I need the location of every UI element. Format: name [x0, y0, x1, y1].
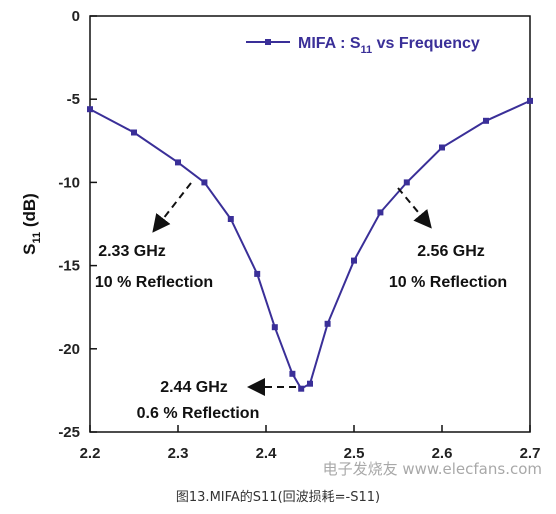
- data-point: [351, 257, 357, 264]
- y-tick-label: -10: [58, 174, 80, 191]
- data-point: [175, 159, 181, 166]
- data-point: [254, 270, 261, 277]
- data-point: [201, 179, 208, 186]
- annotation-arrow: [152, 182, 192, 233]
- annotation-line2: 0.6 % Reflection: [137, 405, 260, 422]
- data-point: [87, 106, 93, 113]
- y-tick-label: -5: [67, 91, 80, 108]
- watermark: 电子发烧友 www.elecfans.com: [322, 460, 542, 478]
- x-tick-label: 2.3: [168, 445, 189, 462]
- data-point: [403, 179, 410, 186]
- data-point: [131, 129, 137, 136]
- annotation-2-56ghz: 2.56 GHz 10 % Reflection: [389, 187, 507, 291]
- data-point: [377, 209, 384, 216]
- data-point: [227, 216, 234, 222]
- data-point: [289, 370, 296, 377]
- data-point: [324, 320, 331, 327]
- annotation-arrow: [397, 187, 432, 229]
- x-tick-label: 2.2: [80, 445, 101, 462]
- data-point: [271, 324, 278, 331]
- data-point: [307, 380, 313, 387]
- s11-chart: 2.2 2.3 2.4 2.5 2.6 2.7 0 -5 -10 -15 -20 -25 S11 (d…: [20, 8, 540, 462]
- axis-tick-labels: 2.2 2.3 2.4 2.5 2.6 2.7 0 -5 -10 -15 -20 -25: [58, 8, 540, 462]
- data-point: [298, 385, 305, 392]
- annotation-line1: 2.33 GHz: [98, 243, 166, 260]
- x-tick-label: 2.7: [520, 445, 541, 462]
- series-markers: [87, 97, 533, 392]
- axis-ticks: [89, 15, 531, 433]
- x-tick-label: 2.4: [256, 445, 278, 462]
- legend: MIFA : S11 vs Frequency: [246, 35, 480, 56]
- x-tick-label: 2.6: [432, 445, 453, 462]
- annotation-line2: 10 % Reflection: [95, 274, 213, 291]
- y-tick-label: 0: [72, 8, 80, 25]
- y-tick-label: -20: [58, 341, 80, 358]
- legend-label: MIFA : S11 vs Frequency: [298, 35, 480, 56]
- annotation-line1: 2.56 GHz: [417, 243, 485, 260]
- y-tick-label: -15: [58, 258, 80, 275]
- annotation-line1: 2.44 GHz: [160, 379, 228, 396]
- series-mifa-s11: [87, 97, 533, 392]
- x-tick-label: 2.5: [344, 445, 365, 462]
- y-axis-label: S11 (dB): [20, 193, 43, 255]
- data-point: [483, 117, 489, 124]
- legend-marker-swatch: [265, 39, 271, 45]
- plot-area-frame: [89, 15, 531, 433]
- figure-caption: 图13.MIFA的S11(回波损耗=-S11): [175, 490, 381, 505]
- annotation-2-33ghz: 2.33 GHz 10 % Reflection: [95, 182, 213, 291]
- annotation-2-44ghz: 2.44 GHz 0.6 % Reflection: [137, 378, 296, 422]
- y-tick-label: -25: [58, 424, 80, 441]
- data-point: [439, 144, 445, 151]
- data-point: [527, 97, 533, 104]
- annotation-line2: 10 % Reflection: [389, 274, 507, 291]
